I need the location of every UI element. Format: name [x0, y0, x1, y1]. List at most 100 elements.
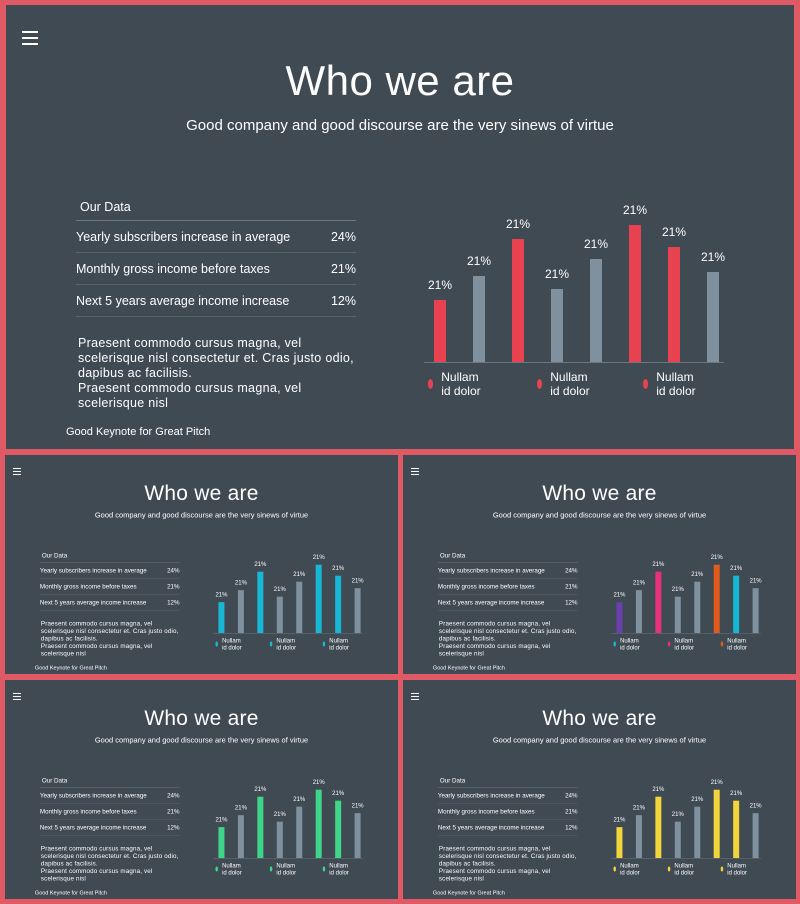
slide-main[interactable]: Who we are Good company and good discour…: [6, 5, 794, 449]
table-row: Next 5 years average income increase 12%: [437, 595, 578, 611]
legend-label: Nullam id dolor: [727, 637, 747, 652]
hamburger-menu-icon[interactable]: [12, 467, 21, 475]
slide-subtitle: Good company and good discourse are the …: [492, 510, 707, 520]
hamburger-menu-icon[interactable]: [410, 467, 419, 475]
chart-bar: [354, 812, 361, 859]
bar-value-label: 21%: [632, 579, 645, 587]
data-table: Our Data Yearly subscribers increase in …: [437, 777, 578, 836]
bar-value-label: 21%: [730, 564, 743, 572]
legend-item: Nullam id dolor: [215, 862, 243, 876]
bar-value-label: 21%: [332, 564, 345, 572]
legend-dot-icon: [667, 866, 671, 872]
row-value: 24%: [565, 566, 578, 574]
hamburger-menu-icon[interactable]: [12, 692, 21, 700]
bar-value-label: 21%: [700, 249, 726, 264]
footer-text: Good Keynote for Great Pitch: [66, 426, 211, 438]
chart-bar: [616, 602, 623, 634]
bar-value-label: 21%: [730, 789, 743, 797]
slide-thumbnail-cyan[interactable]: Who we are Good company and good discour…: [5, 455, 398, 674]
footer-text: Good Keynote for Great Pitch: [34, 889, 107, 896]
bar-value-label: 21%: [351, 576, 364, 584]
legend-label: Nullam id dolor: [222, 637, 242, 652]
row-label: Monthly gross income before taxes: [76, 261, 270, 276]
bar-value-label: 21%: [293, 795, 306, 803]
paragraph-line: Praesent commodo cursus magna, vel scele…: [438, 620, 577, 643]
bar-value-label: 21%: [215, 591, 228, 599]
bar-value-label: 21%: [312, 553, 325, 561]
table-heading: Our Data: [437, 777, 578, 788]
table-row: Monthly gross income before taxes 21%: [39, 579, 180, 595]
chart-bar: [655, 571, 662, 634]
legend-label: Nullam id dolor: [620, 862, 640, 877]
bar-value-label: 21%: [671, 585, 684, 593]
table-row: Yearly subscribers increase in average 2…: [437, 563, 578, 579]
table-row: Next 5 years average income increase 12%: [437, 820, 578, 836]
legend-item: Nullam id dolor: [720, 862, 749, 876]
bar-value-label: 21%: [661, 224, 687, 239]
bar-value-label: 21%: [544, 267, 570, 282]
legend-dot-icon: [613, 641, 617, 647]
slide-thumbnail-yellow[interactable]: Who we are Good company and good discour…: [403, 680, 796, 899]
bar-value-label: 21%: [254, 785, 267, 793]
chart-bar: [237, 590, 244, 634]
bar-value-label: 21%: [652, 560, 665, 568]
paragraph-line: Praesent commodo cursus magna, vel scele…: [40, 867, 153, 882]
legend-item: Nullam id dolor: [613, 862, 641, 876]
legend-item: Nullam id dolor: [322, 862, 351, 877]
bar-value-label: 21%: [671, 810, 684, 818]
row-label: Yearly subscribers increase in average: [437, 791, 545, 799]
row-label: Yearly subscribers increase in average: [39, 791, 147, 799]
bar-value-label: 21%: [351, 801, 364, 809]
legend-item: Nullam id dolor: [643, 370, 698, 398]
chart-bar: [434, 300, 446, 362]
hamburger-menu-icon[interactable]: [22, 31, 38, 45]
bar-value-label: 21%: [273, 810, 286, 818]
legend-dot-icon: [613, 866, 617, 872]
body-paragraph: Praesent commodo cursus magna, vel scele…: [78, 336, 363, 411]
legend-label: Nullam id dolor: [276, 637, 297, 652]
slide-subtitle: Good company and good discourse are the …: [492, 735, 707, 745]
chart-bar: [752, 812, 759, 859]
chart-bar: [315, 789, 322, 859]
table-heading: Our Data: [39, 552, 180, 563]
table-row: Next 5 years average income increase 12%: [39, 820, 180, 836]
chart-bar: [655, 796, 662, 859]
body-paragraph: Praesent commodo cursus magna, vel scele…: [439, 845, 581, 882]
legend-label: Nullam id dolor: [329, 862, 349, 877]
row-value: 24%: [330, 229, 356, 244]
row-value: 21%: [565, 582, 578, 590]
legend-dot-icon: [215, 641, 219, 647]
legend-dot-icon: [643, 379, 649, 389]
paragraph-line: Praesent commodo cursus magna, vel scele…: [40, 620, 179, 643]
slide-thumbnail-multi[interactable]: Who we are Good company and good discour…: [403, 455, 796, 674]
data-table: Our Data Yearly subscribers increase in …: [437, 552, 578, 611]
hamburger-menu-icon[interactable]: [410, 692, 419, 700]
chart-bar: [733, 575, 740, 634]
slide-content: Who we are Good company and good discour…: [6, 5, 794, 449]
bar-value-label: 21%: [749, 576, 762, 584]
data-table: Our Data Yearly subscribers increase in …: [39, 777, 180, 836]
legend-dot-icon: [215, 866, 219, 872]
bar-value-label: 21%: [505, 216, 531, 231]
chart-bar: [257, 571, 264, 634]
chart-bar: [668, 246, 680, 362]
slide-thumbnail-green[interactable]: Who we are Good company and good discour…: [5, 680, 398, 899]
table-row: Monthly gross income before taxes 21%: [39, 804, 180, 820]
table-heading: Our Data: [437, 552, 578, 563]
bar-value-label: 21%: [632, 804, 645, 812]
legend-dot-icon: [269, 866, 273, 872]
row-label: Monthly gross income before taxes: [437, 582, 535, 590]
legend-dot-icon: [720, 641, 724, 647]
bar-value-label: 21%: [691, 570, 704, 578]
table-row: Monthly gross income before taxes 21%: [437, 579, 578, 595]
chart-bar: [635, 815, 642, 859]
slide-subtitle: Good company and good discourse are the …: [186, 117, 614, 134]
bar-value-label: 21%: [710, 553, 723, 561]
chart-bar: [335, 800, 342, 859]
legend-label: Nullam id dolor: [222, 862, 242, 877]
table-row: Monthly gross income before taxes 21%: [437, 804, 578, 820]
body-paragraph: Praesent commodo cursus magna, vel scele…: [439, 620, 581, 657]
row-value: 24%: [565, 791, 578, 799]
chart-bar: [616, 827, 623, 859]
table-row: Yearly subscribers increase in average 2…: [437, 788, 578, 804]
